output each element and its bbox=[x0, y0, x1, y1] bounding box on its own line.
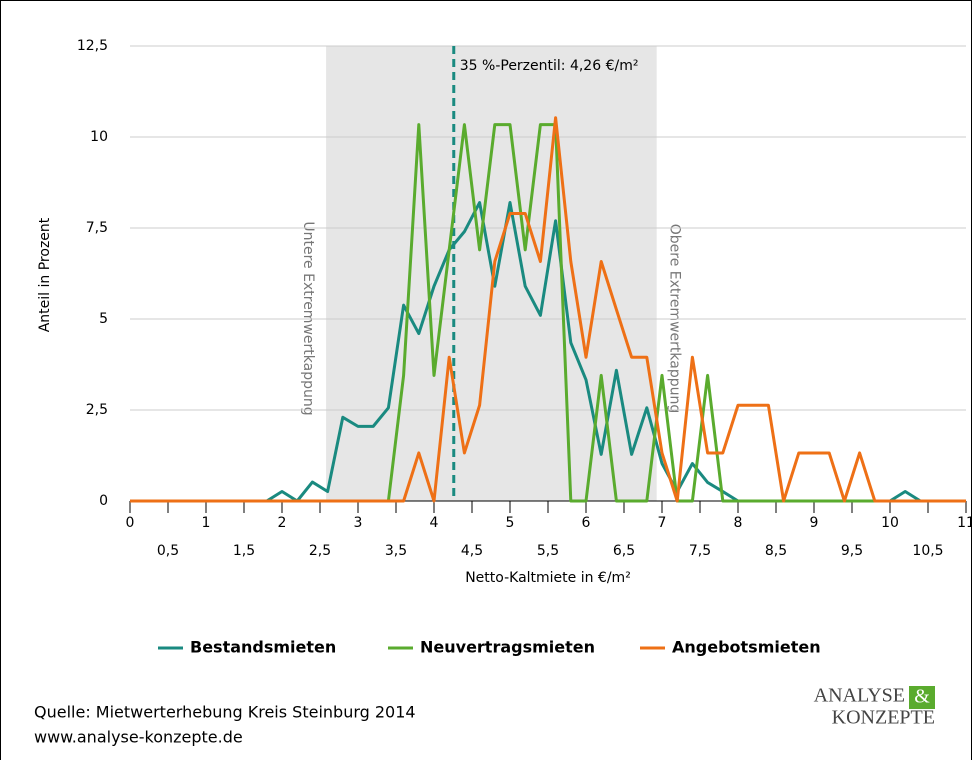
y-tick-label: 12,5 bbox=[77, 38, 108, 54]
x-tick-label: 6 bbox=[582, 515, 591, 531]
x-tick-label: 5,5 bbox=[537, 543, 559, 559]
x-tick-label: 3,5 bbox=[385, 543, 407, 559]
x-tick-label: 8,5 bbox=[765, 543, 787, 559]
x-tick-label: 9,5 bbox=[841, 543, 863, 559]
x-tick-label: 1,5 bbox=[233, 543, 255, 559]
x-tick-label: 2 bbox=[278, 515, 287, 531]
x-tick-label: 5 bbox=[506, 515, 515, 531]
x-tick-label: 1 bbox=[202, 515, 211, 531]
y-tick-label: 2,5 bbox=[86, 402, 108, 418]
source: Quelle: Mietwerterhebung Kreis Steinburg… bbox=[34, 703, 416, 722]
x-tick-label: 7 bbox=[658, 515, 667, 531]
x-tick-label: 11 bbox=[957, 515, 972, 531]
y-tick-label: 7,5 bbox=[86, 220, 108, 236]
x-tick-label: 9 bbox=[810, 515, 819, 531]
y-axis-label: Anteil in Prozent bbox=[37, 217, 53, 332]
x-tick-label: 3 bbox=[354, 515, 363, 531]
y-tick-label: 0 bbox=[99, 493, 108, 509]
x-tick-label: 8 bbox=[734, 515, 743, 531]
x-tick-label: 10,5 bbox=[912, 543, 943, 559]
legend-label: Bestandsmieten bbox=[190, 638, 336, 657]
logo-box bbox=[909, 686, 935, 709]
y-tick-label: 5 bbox=[99, 311, 108, 327]
series-line bbox=[130, 116, 966, 503]
plot: Untere Extremwertkappung Obere Extremwert… bbox=[77, 38, 972, 657]
legend-label: Angebotsmieten bbox=[672, 638, 821, 657]
x-tick-label: 0 bbox=[126, 515, 135, 531]
x-tick-label: 10 bbox=[881, 515, 899, 531]
percentile-label: 35 %-Perzentil: 4,26 €/m² bbox=[460, 58, 639, 74]
y-tick-label: 10 bbox=[90, 129, 108, 145]
logo: KONZEPTE bbox=[832, 707, 935, 729]
legend-label: Neuvertragsmieten bbox=[420, 638, 595, 657]
x-tick-label: 7,5 bbox=[689, 543, 711, 559]
x-tick-label: 6,5 bbox=[613, 543, 635, 559]
logo: & bbox=[914, 686, 930, 708]
source-url: www.analyse-konzepte.de bbox=[34, 728, 243, 747]
x-tick-label: 0,5 bbox=[157, 543, 179, 559]
x-tick-label: 4,5 bbox=[461, 543, 483, 559]
x-axis-label: Netto-Kaltmiete in €/m² bbox=[465, 570, 631, 586]
x-tick-label: 2,5 bbox=[309, 543, 331, 559]
x-tick-label: 4 bbox=[430, 515, 439, 531]
logo: ANALYSE bbox=[814, 685, 905, 707]
